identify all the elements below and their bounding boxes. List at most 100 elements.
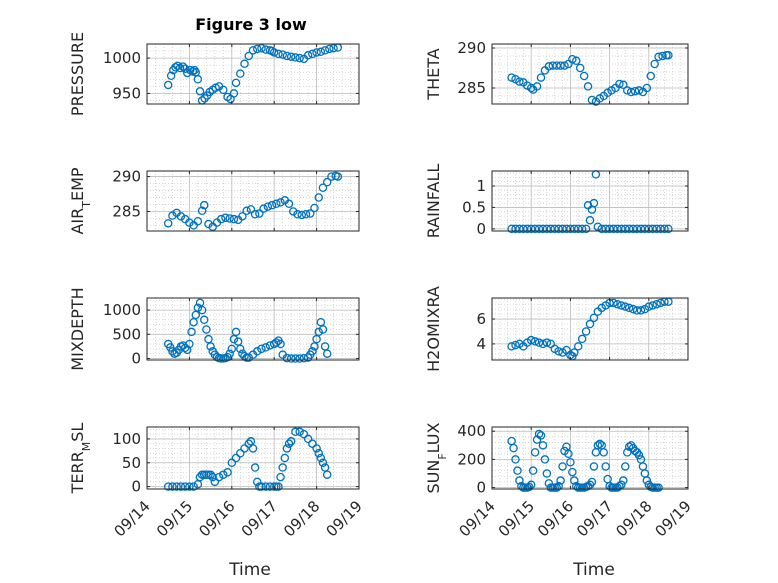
data-point <box>197 305 207 315</box>
subplot-mixdepth: 0 500 1000 MIXDEPTH <box>68 287 360 371</box>
data-point <box>540 455 550 464</box>
data-point <box>314 193 323 202</box>
tick-marks <box>491 298 689 360</box>
data-point <box>221 213 230 222</box>
data-point <box>636 306 646 315</box>
data-point <box>628 304 638 314</box>
axes-box <box>491 43 689 105</box>
data-point <box>646 71 656 81</box>
data-point <box>327 172 336 181</box>
data-point <box>515 77 524 86</box>
data-point <box>577 224 587 234</box>
data-point <box>599 448 608 457</box>
data-point <box>163 482 173 491</box>
tick-marks <box>491 427 689 489</box>
data-point <box>278 50 287 59</box>
subplot-air-temp: 285 290 AIRTEMP <box>68 167 360 235</box>
y-tick-label: 0 <box>476 220 486 238</box>
data-point <box>269 48 279 57</box>
y-tick-label: 6 <box>476 310 486 328</box>
y-tick-label: 0.5 <box>462 198 486 216</box>
data-point <box>163 80 173 90</box>
data-point <box>621 302 630 311</box>
data-point <box>593 441 603 450</box>
data-point <box>318 325 328 334</box>
data-markers <box>163 427 332 491</box>
axes-box <box>491 426 689 490</box>
data-point <box>544 62 554 71</box>
data-point <box>291 427 300 437</box>
y-axis-label: MIXDEPTH <box>68 287 87 370</box>
y-axis-label: AIRTEMP <box>68 167 93 234</box>
data-point <box>225 214 234 223</box>
y-tick-label: 4 <box>476 335 486 353</box>
data-point <box>526 83 536 93</box>
data-point <box>193 216 203 226</box>
x-tick-label: 09/16 <box>195 497 238 540</box>
data-point <box>526 335 536 345</box>
figure-title: Figure 3 low <box>195 15 307 34</box>
data-point <box>185 218 194 227</box>
data-point <box>193 303 203 312</box>
data-point <box>248 46 258 55</box>
x-tick-label: 09/18 <box>612 497 655 540</box>
data-point <box>252 477 262 487</box>
x-tick-label: 09/18 <box>280 497 323 540</box>
data-point <box>320 46 330 55</box>
data-point <box>242 206 251 216</box>
data-point <box>632 306 642 315</box>
data-point <box>301 210 311 219</box>
data-point <box>257 344 266 354</box>
data-point <box>589 462 599 471</box>
data-point <box>206 342 215 351</box>
data-point <box>176 212 186 221</box>
data-point <box>605 481 614 491</box>
data-point <box>308 439 317 448</box>
data-point <box>286 52 296 61</box>
data-point <box>577 334 587 344</box>
data-point <box>515 476 524 485</box>
y-tick-label: 400 <box>457 422 486 440</box>
minor-grid <box>491 171 689 231</box>
data-point <box>630 86 640 96</box>
x-tick-label: 09/16 <box>534 497 577 540</box>
plot-area <box>147 171 359 231</box>
y-axis-label: H2OMIXRA <box>424 286 443 372</box>
y-tick-label: 285 <box>457 79 486 97</box>
data-point <box>282 444 292 453</box>
y-axis-label: THETA <box>424 48 443 100</box>
data-point <box>204 219 213 229</box>
y-tick-label: 290 <box>457 39 486 57</box>
data-point <box>219 470 228 479</box>
data-point <box>263 202 273 211</box>
data-point <box>617 301 626 310</box>
data-point <box>310 203 319 213</box>
x-tick-label: 09/17 <box>573 497 616 540</box>
axes-box <box>146 43 360 105</box>
data-markers <box>163 43 343 105</box>
data-point <box>257 43 266 53</box>
data-point <box>246 205 256 214</box>
data-point <box>587 477 597 487</box>
data-point <box>278 463 287 472</box>
data-point <box>622 86 632 95</box>
data-point <box>261 482 270 491</box>
data-markers <box>507 297 673 361</box>
data-point <box>566 457 575 467</box>
data-point <box>252 347 262 356</box>
data-point <box>575 63 585 73</box>
data-point <box>595 439 605 449</box>
data-point <box>282 51 292 61</box>
data-point <box>208 472 217 482</box>
data-point <box>658 51 667 61</box>
data-point <box>570 348 579 357</box>
data-point <box>517 481 526 491</box>
y-tick-label: 500 <box>112 325 141 343</box>
data-point <box>542 338 552 347</box>
y-axis-label: SUNFLUX <box>424 422 449 493</box>
data-point <box>554 481 563 491</box>
x-tick-label: 09/15 <box>153 497 196 540</box>
data-point <box>303 51 313 60</box>
data-point <box>308 347 317 356</box>
data-point <box>581 224 591 234</box>
